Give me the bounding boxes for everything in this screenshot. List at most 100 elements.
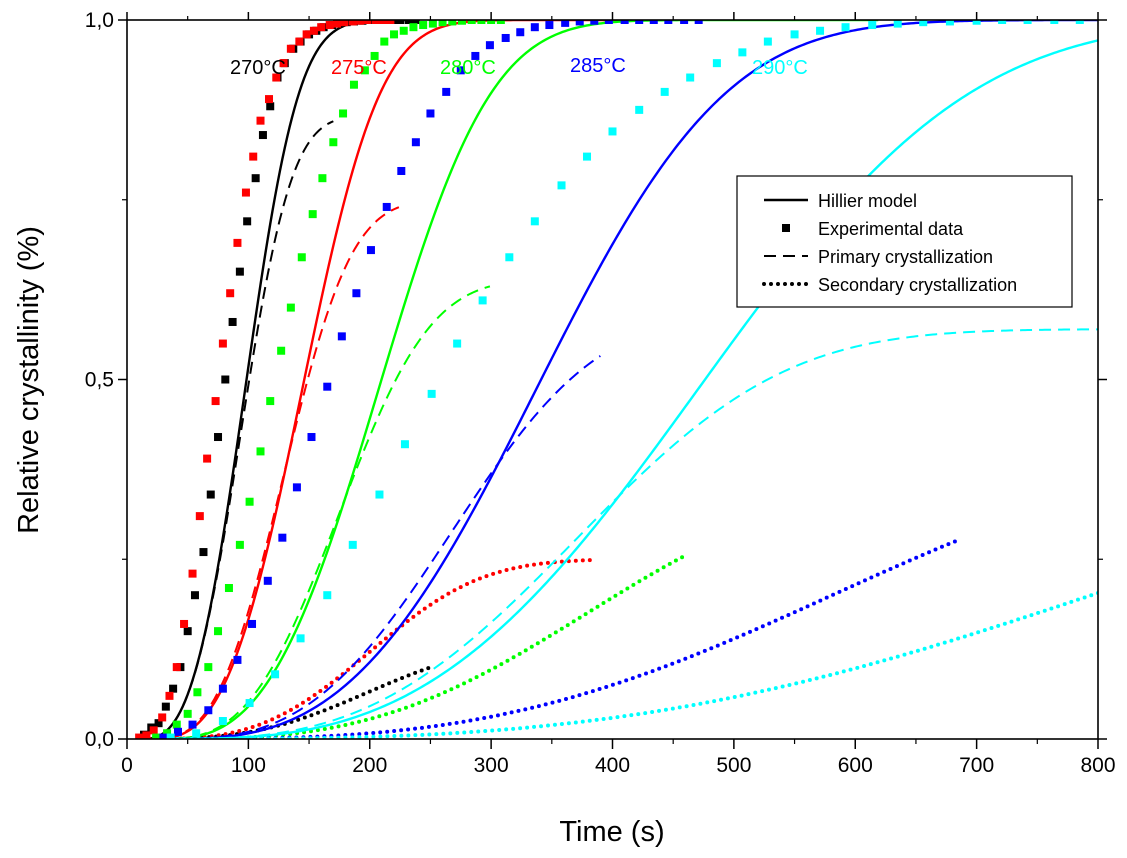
data-point-290C [271, 670, 280, 679]
data-point-285C [442, 87, 451, 96]
data-point-290C [453, 339, 462, 348]
hillier-curve-290C [163, 39, 1098, 739]
legend-marker-swatch [782, 224, 790, 232]
data-point-285C [248, 619, 257, 628]
data-point-280C [496, 20, 505, 24]
series-label: 275°C [331, 57, 387, 79]
data-point-285C [204, 706, 213, 715]
data-point-280C [183, 709, 192, 718]
data-point-285C [516, 28, 525, 37]
data-point-275C [348, 20, 357, 26]
data-point-280C [438, 20, 447, 27]
data-point-285C [218, 684, 227, 693]
data-point-275C [195, 512, 204, 521]
data-point-290C [1075, 20, 1084, 24]
data-point-285C [188, 720, 197, 729]
secondary-curve-270C [137, 665, 433, 739]
data-point-290C [712, 59, 721, 68]
data-point-280C [318, 174, 327, 183]
data-point-285C [337, 332, 346, 341]
data-point-275C [363, 20, 372, 24]
data-point-270C [235, 267, 244, 276]
x-axis-label: Time (s) [559, 816, 664, 848]
data-point-285C [664, 20, 673, 24]
legend-label: Experimental data [818, 219, 964, 239]
y-axis-label: Relative crystallinity (%) [13, 226, 45, 534]
data-point-275C [371, 20, 380, 24]
data-point-285C [545, 21, 554, 30]
data-point-290C [919, 20, 928, 27]
data-point-280C [428, 20, 437, 28]
data-point-275C [218, 339, 227, 348]
data-point-290C [686, 73, 695, 82]
data-point-280C [457, 20, 466, 25]
data-point-275C [165, 691, 174, 700]
data-point-290C [790, 30, 799, 39]
data-point-280C [349, 80, 358, 89]
data-point-285C [411, 138, 420, 147]
data-point-280C [409, 23, 418, 32]
data-point-290C [192, 729, 201, 738]
primary-curve-290C [163, 328, 1098, 739]
legend-label: Primary crystallization [818, 247, 993, 267]
data-point-280C [286, 303, 295, 312]
data-point-280C [339, 109, 348, 118]
data-point-285C [233, 655, 242, 664]
x-tick-label: 200 [352, 754, 387, 777]
data-point-290C [400, 440, 409, 449]
data-point-275C [286, 44, 295, 53]
data-point-270C [214, 433, 223, 442]
data-point-275C [135, 733, 144, 739]
data-point-275C [272, 73, 281, 82]
data-point-290C [557, 181, 566, 190]
series-label: 280°C [440, 57, 496, 79]
x-tick-label: 300 [474, 754, 509, 777]
data-point-280C [235, 540, 244, 549]
data-point-275C [249, 152, 258, 161]
data-point-280C [297, 253, 306, 262]
x-tick-label: 500 [716, 754, 751, 777]
data-point-290C [1023, 20, 1032, 24]
legend: Hillier model Experimental data Primary cr… [736, 175, 1073, 308]
hillier-curve-285C [163, 20, 1098, 739]
data-point-290C [478, 296, 487, 305]
data-point-270C [396, 20, 405, 24]
data-point-280C [256, 447, 265, 456]
data-point-280C [277, 346, 286, 355]
data-point-285C [471, 51, 480, 60]
data-point-285C [680, 20, 689, 24]
data-point-280C [329, 138, 338, 147]
data-point-285C [456, 66, 465, 75]
data-point-270C [161, 702, 170, 711]
data-point-285C [635, 20, 644, 24]
data-point-285C [590, 20, 599, 25]
data-point-290C [945, 20, 954, 26]
data-point-280C [172, 720, 181, 729]
data-point-285C [397, 166, 406, 175]
data-point-270C [243, 217, 252, 226]
data-point-275C [325, 21, 334, 30]
data-point-280C [477, 20, 486, 24]
data-point-280C [308, 210, 317, 219]
hillier-curve-275C [148, 20, 637, 739]
data-point-275C [158, 713, 167, 722]
data-point-290C [1050, 20, 1059, 24]
secondary-curve-290C [161, 590, 1098, 739]
data-point-290C [296, 634, 305, 643]
data-point-275C [309, 26, 318, 35]
data-point-270C [411, 20, 420, 24]
data-point-280C [163, 729, 172, 738]
data-point-275C [279, 59, 288, 68]
data-point-290C [166, 733, 175, 739]
data-point-275C [332, 20, 341, 28]
data-point-280C [360, 66, 369, 75]
data-point-285C [485, 41, 494, 50]
data-point-275C [180, 619, 189, 628]
data-point-275C [211, 397, 220, 406]
legend-label: Hillier model [818, 191, 917, 211]
secondary-curve-285C [161, 538, 960, 739]
data-point-290C [841, 23, 850, 32]
data-point-290C [738, 48, 747, 57]
